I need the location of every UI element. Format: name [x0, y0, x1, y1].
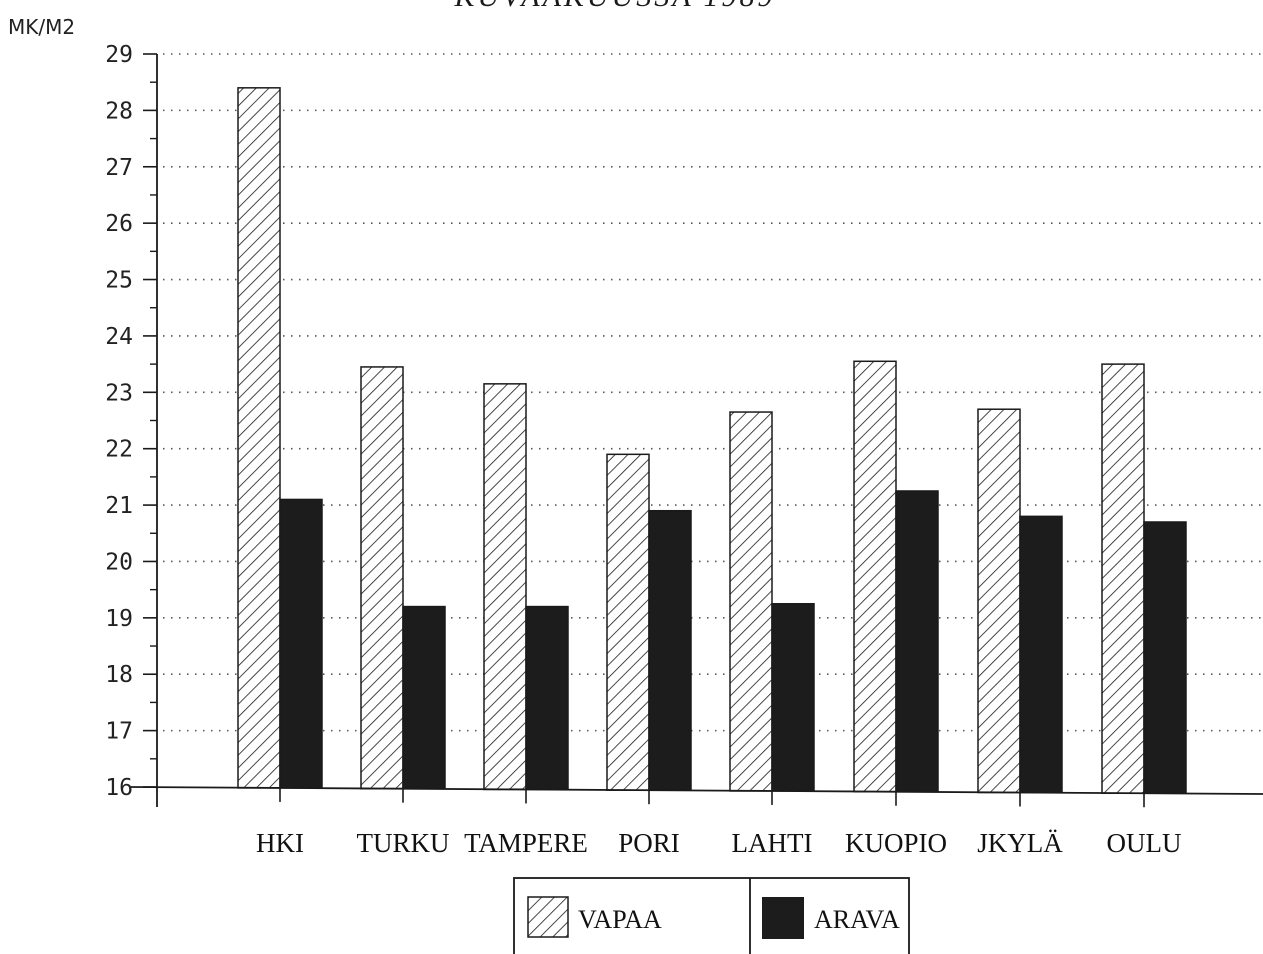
x-tick-label: PORI	[618, 828, 680, 858]
y-tick-labels: 16 17 18 19 20 21 22 23 24 25 26 27 28 29	[105, 42, 133, 801]
axes	[129, 53, 1263, 808]
legend-swatch-vapaa	[527, 896, 569, 938]
bar-arava-pori	[648, 509, 692, 791]
legend-box	[513, 877, 910, 954]
y-tick-label: 16	[105, 775, 133, 801]
legend-label-vapaa: VAPAA	[578, 905, 662, 934]
bar-arava-turku	[402, 605, 446, 790]
y-tick-label: 23	[105, 380, 133, 406]
y-tick-label: 17	[105, 719, 133, 745]
bars	[237, 87, 1187, 795]
bar-arava-lahti	[771, 603, 815, 792]
y-tick-label: 21	[105, 493, 133, 519]
bar-arava-hki	[279, 498, 323, 789]
y-tick-label: 27	[105, 155, 133, 181]
y-tick-label: 26	[105, 211, 133, 237]
bar-arava-oulu	[1143, 521, 1187, 795]
y-tick-label: 29	[105, 42, 133, 68]
y-tick-label: 22	[105, 437, 133, 463]
x-tick-label: HKI	[256, 828, 304, 858]
x-tick-label: OULU	[1107, 828, 1182, 858]
bar-vapaa-pori	[606, 453, 650, 791]
x-tick-label: TAMPERE	[464, 828, 588, 858]
y-tick-label: 28	[105, 98, 133, 124]
y-tick-label: 20	[105, 549, 133, 575]
x-tick-labels: HKI TURKU TAMPERE PORI LAHTI KUOPIO JKYLÄ OULU	[256, 828, 1182, 858]
legend-label-arava: ARAVA	[814, 905, 900, 934]
x-tick-label: LAHTI	[732, 828, 813, 858]
bar-vapaa-lahti	[729, 411, 773, 792]
y-tick-label: 18	[105, 662, 133, 688]
y-tick-label: 19	[105, 606, 133, 632]
y-axis-unit-label: MK/M2	[8, 15, 75, 39]
bar-vapaa-jkylä	[977, 408, 1021, 794]
bar-arava-jkylä	[1019, 515, 1063, 794]
bar-arava-tampere	[525, 605, 569, 791]
bar-vapaa-kuopio	[853, 360, 897, 793]
x-tick-label: JKYLÄ	[977, 828, 1063, 858]
bar-vapaa-turku	[360, 366, 404, 790]
x-tick-label: KUOPIO	[845, 828, 947, 858]
x-axis-line	[129, 786, 1263, 795]
y-tick-label: 25	[105, 268, 133, 294]
bar-vapaa-tampere	[483, 383, 527, 791]
chart-title: KUVAAKUUSSA 1989	[453, 0, 775, 13]
bar-vapaa-oulu	[1101, 363, 1145, 795]
gridlines	[163, 53, 1263, 732]
legend-swatch-arava	[762, 897, 804, 939]
bar-vapaa-hki	[237, 87, 281, 789]
x-tick-label: TURKU	[357, 828, 450, 858]
y-tick-label: 24	[105, 324, 133, 350]
bar-arava-kuopio	[895, 490, 939, 793]
legend: VAPAA ARAVA	[513, 877, 910, 954]
